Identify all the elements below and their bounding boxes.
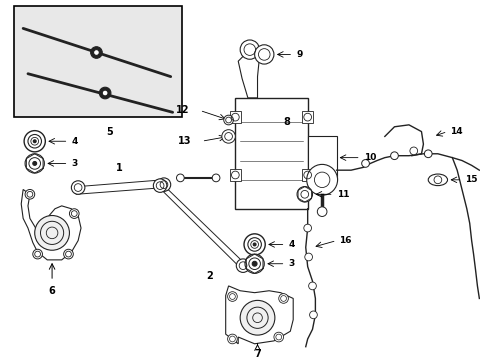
Bar	[14, 6, 182, 117]
Text: 5: 5	[106, 127, 113, 137]
Circle shape	[153, 179, 166, 192]
Circle shape	[25, 154, 44, 173]
Bar	[301, 169, 313, 181]
Text: 14: 14	[449, 127, 462, 136]
Circle shape	[99, 87, 111, 99]
Circle shape	[222, 130, 235, 143]
Circle shape	[361, 159, 368, 167]
Circle shape	[176, 174, 184, 182]
Text: 4: 4	[288, 240, 294, 249]
Circle shape	[278, 294, 288, 303]
Circle shape	[409, 147, 417, 155]
Circle shape	[227, 292, 237, 301]
Circle shape	[303, 224, 311, 232]
Circle shape	[224, 115, 233, 125]
Text: 4: 4	[71, 137, 78, 146]
Circle shape	[227, 334, 237, 344]
Circle shape	[317, 207, 326, 216]
Circle shape	[273, 332, 283, 342]
Circle shape	[212, 174, 220, 182]
Text: 13: 13	[177, 136, 191, 146]
Bar	[301, 111, 313, 123]
Circle shape	[296, 186, 312, 202]
Polygon shape	[238, 51, 259, 98]
Circle shape	[35, 216, 69, 250]
Circle shape	[244, 234, 264, 255]
Circle shape	[24, 131, 45, 152]
Text: 3: 3	[288, 259, 294, 268]
Circle shape	[69, 209, 79, 219]
Text: 6: 6	[49, 286, 55, 296]
Text: 1: 1	[116, 163, 122, 173]
Bar	[229, 111, 241, 123]
Text: 7: 7	[254, 348, 261, 359]
Circle shape	[71, 181, 85, 194]
Polygon shape	[225, 286, 293, 344]
Text: 12: 12	[175, 105, 189, 115]
Circle shape	[33, 249, 42, 259]
Text: 11: 11	[336, 190, 348, 199]
Circle shape	[236, 259, 249, 273]
Circle shape	[309, 311, 317, 319]
Circle shape	[244, 254, 264, 273]
Text: 16: 16	[339, 236, 351, 245]
Circle shape	[308, 282, 316, 290]
Circle shape	[157, 178, 170, 192]
Circle shape	[304, 253, 312, 261]
Text: 15: 15	[464, 175, 476, 184]
Polygon shape	[158, 184, 244, 269]
Circle shape	[424, 150, 431, 158]
Circle shape	[306, 165, 337, 195]
Polygon shape	[74, 180, 167, 194]
Circle shape	[240, 40, 259, 59]
Circle shape	[390, 152, 398, 159]
Text: 8: 8	[283, 117, 290, 127]
Circle shape	[90, 47, 102, 58]
Circle shape	[252, 261, 257, 266]
Circle shape	[102, 90, 108, 96]
Bar	[235, 98, 307, 209]
Bar	[229, 169, 241, 181]
Text: 2: 2	[206, 271, 213, 281]
Circle shape	[240, 300, 274, 335]
Polygon shape	[21, 189, 81, 260]
Text: 10: 10	[363, 153, 375, 162]
Text: 3: 3	[71, 159, 78, 168]
Circle shape	[25, 189, 35, 199]
Text: 9: 9	[296, 50, 302, 59]
Bar	[307, 136, 336, 180]
Circle shape	[33, 140, 36, 143]
Circle shape	[254, 45, 273, 64]
Circle shape	[63, 249, 73, 259]
Circle shape	[93, 50, 99, 55]
Ellipse shape	[427, 174, 447, 186]
Circle shape	[253, 243, 256, 246]
Circle shape	[33, 162, 37, 165]
